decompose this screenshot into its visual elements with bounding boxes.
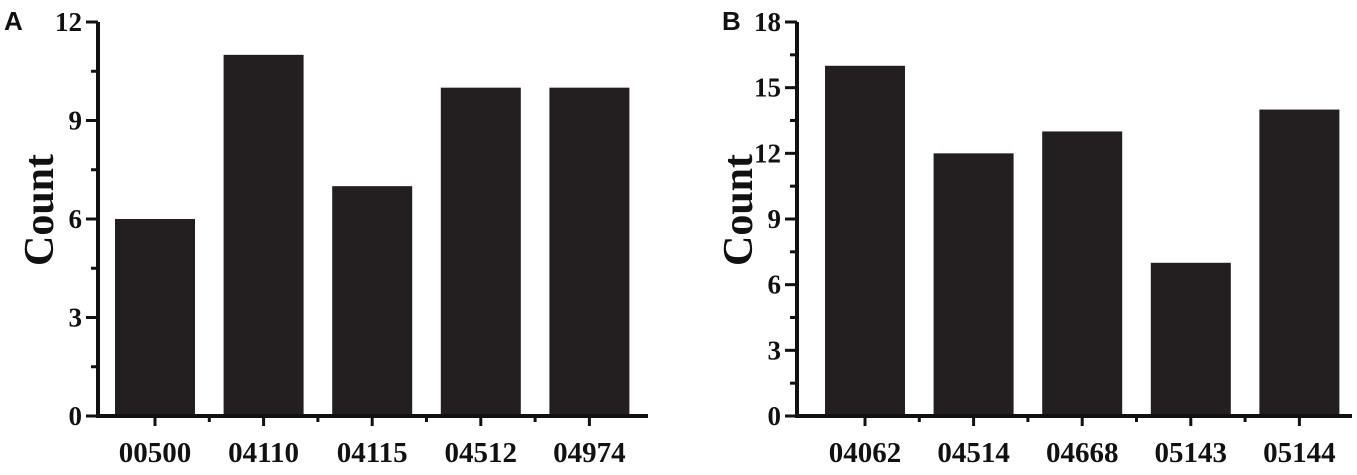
y-tick-label-a-0: 0 xyxy=(69,401,83,431)
bar-b-05144 xyxy=(1259,109,1340,417)
panel-a-y-axis-title: Count xyxy=(17,154,63,266)
bar-a-04110 xyxy=(223,54,304,416)
y-tick-label-a-6: 6 xyxy=(69,204,83,234)
y-tick-label-b-15: 15 xyxy=(754,73,781,103)
x-tick-label-b-04668: 04668 xyxy=(1046,437,1119,469)
bar-a-04974 xyxy=(549,87,630,417)
x-tick-label-a-04110: 04110 xyxy=(228,437,299,469)
x-tick-label-a-04512: 04512 xyxy=(445,437,518,469)
x-tick-label-b-04062: 04062 xyxy=(829,437,902,469)
y-tick-label-b-9: 9 xyxy=(768,204,782,234)
x-tick-label-a-00500: 00500 xyxy=(119,437,192,469)
x-tick-label-a-04115: 04115 xyxy=(337,437,408,469)
y-tick-label-b-0: 0 xyxy=(768,401,782,431)
bar-a-00500 xyxy=(115,219,195,416)
panel-a-label: A xyxy=(4,6,23,36)
y-tick-label-b-6: 6 xyxy=(768,270,782,300)
y-tick-label-a-9: 9 xyxy=(69,106,83,136)
x-tick-label-a-04974: 04974 xyxy=(553,437,626,469)
y-tick-label-b-18: 18 xyxy=(754,7,781,37)
y-tick-label-a-3: 3 xyxy=(69,303,83,333)
y-tick-label-a-12: 12 xyxy=(55,7,82,37)
x-tick-label-b-05143: 05143 xyxy=(1155,437,1228,469)
panel-b-label: B xyxy=(722,6,741,36)
bar-a-04115 xyxy=(332,186,413,416)
chart-panel-a: A Count 00500 04110 04115 04512 04974 0 3 6 9 12 xyxy=(4,6,648,469)
x-tick-label-b-05144: 05144 xyxy=(1263,437,1336,469)
bar-b-04668 xyxy=(1042,131,1123,416)
bar-a-04512 xyxy=(440,87,521,417)
x-tick-label-b-04514: 04514 xyxy=(937,437,1010,469)
bar-b-04514 xyxy=(933,153,1014,417)
y-tick-label-b-3: 3 xyxy=(768,335,782,365)
chart-panel-b: B Count 04062 04514 04668 05143 05144 0 3 6 9 12 1… xyxy=(716,6,1352,469)
panel-b-y-axis-title: Count xyxy=(716,154,762,266)
bar-b-04062 xyxy=(825,65,905,417)
y-tick-label-b-12: 12 xyxy=(754,138,781,168)
bar-b-05143 xyxy=(1150,262,1231,416)
